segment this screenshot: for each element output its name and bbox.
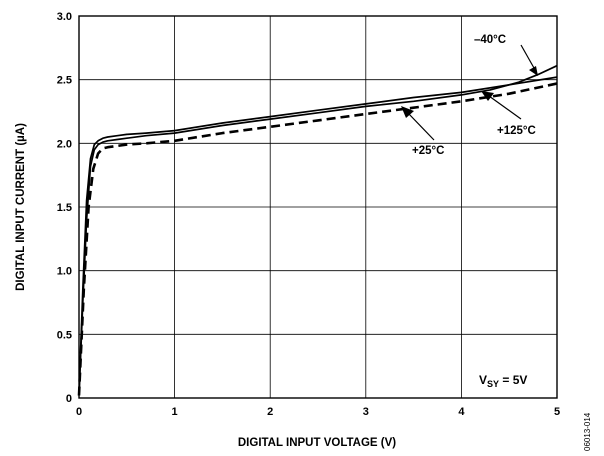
arrow-line-minus40 <box>520 44 535 69</box>
condition-label: VSY = 5V <box>479 373 527 389</box>
x-tick-label: 2 <box>267 406 273 418</box>
arrow-line-plus25 <box>407 112 435 141</box>
series-line-2 <box>77 82 558 396</box>
x-axis-label: DIGITAL INPUT VOLTAGE (V) <box>238 437 396 449</box>
x-tick-label: 5 <box>554 406 560 418</box>
x-tick-label: 3 <box>363 406 369 418</box>
arrow-head-plus25 <box>401 106 414 118</box>
y-tick-label: 2.5 <box>57 75 72 87</box>
grid <box>79 16 557 398</box>
annotations: –40°C +25°C +125°C VSY = 5V 06013-014 <box>401 34 592 451</box>
arrow-head-plus125 <box>481 91 494 101</box>
plot-frame <box>78 15 558 399</box>
y-tick-labels: 0 0.5 1.0 1.5 2.0 2.5 3.0 <box>57 11 72 405</box>
x-tick-label: 4 <box>458 406 465 418</box>
series-label-plus25: +25°C <box>412 145 444 157</box>
x-tick-label: 0 <box>76 406 82 418</box>
series-line-0 <box>78 64 558 396</box>
y-tick-label: 0.5 <box>57 329 72 341</box>
y-tick-label: 1.0 <box>57 266 72 278</box>
y-tick-label: 3.0 <box>57 11 72 23</box>
series-label-plus125: +125°C <box>497 125 536 137</box>
x-tick-label: 1 <box>172 406 178 418</box>
y-axis-label: DIGITAL INPUT CURRENT (µA) <box>15 123 27 291</box>
y-tick-label: 0 <box>66 393 72 405</box>
y-tick-label: 1.5 <box>57 202 72 214</box>
series-line-1 <box>78 76 558 396</box>
x-tick-labels: 0 1 2 3 4 5 <box>76 406 560 418</box>
series-layer <box>77 64 558 396</box>
arrow-head-minus40 <box>529 66 538 76</box>
figure-id: 06013-014 <box>583 412 592 451</box>
y-tick-label: 2.0 <box>57 138 72 150</box>
series-label-minus40: –40°C <box>474 34 506 46</box>
arrow-line-plus125 <box>488 95 522 120</box>
